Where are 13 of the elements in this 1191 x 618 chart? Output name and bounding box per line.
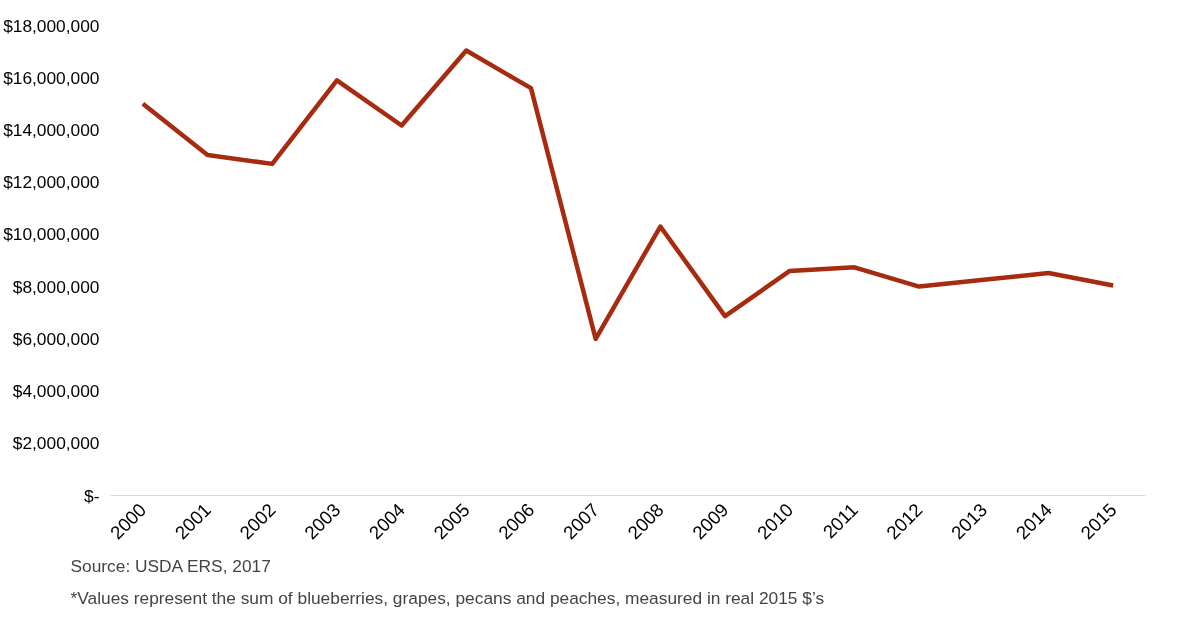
line-series xyxy=(140,48,1116,342)
y-tick-label: $16,000,000 xyxy=(3,67,100,88)
source-note: Source: USDA ERS, 2017 xyxy=(70,555,271,576)
y-tick-label: $- xyxy=(84,485,100,506)
y-tick-label: $8,000,000 xyxy=(12,276,100,297)
y-tick-label: $4,000,000 xyxy=(12,381,100,402)
y-tick-label: $10,000,000 xyxy=(3,224,100,245)
text: *Values represent the sum of blueberries, grapes, pecans and peaches, measured in real 2015 $’s xyxy=(70,587,825,608)
y-tick-label: $2,000,000 xyxy=(12,433,100,454)
y-tick-label: $12,000,000 xyxy=(3,172,100,193)
y-tick-label: $18,000,000 xyxy=(3,15,100,36)
y-tick-label: $6,000,000 xyxy=(12,328,100,349)
y-tick-label: $14,000,000 xyxy=(3,119,100,140)
